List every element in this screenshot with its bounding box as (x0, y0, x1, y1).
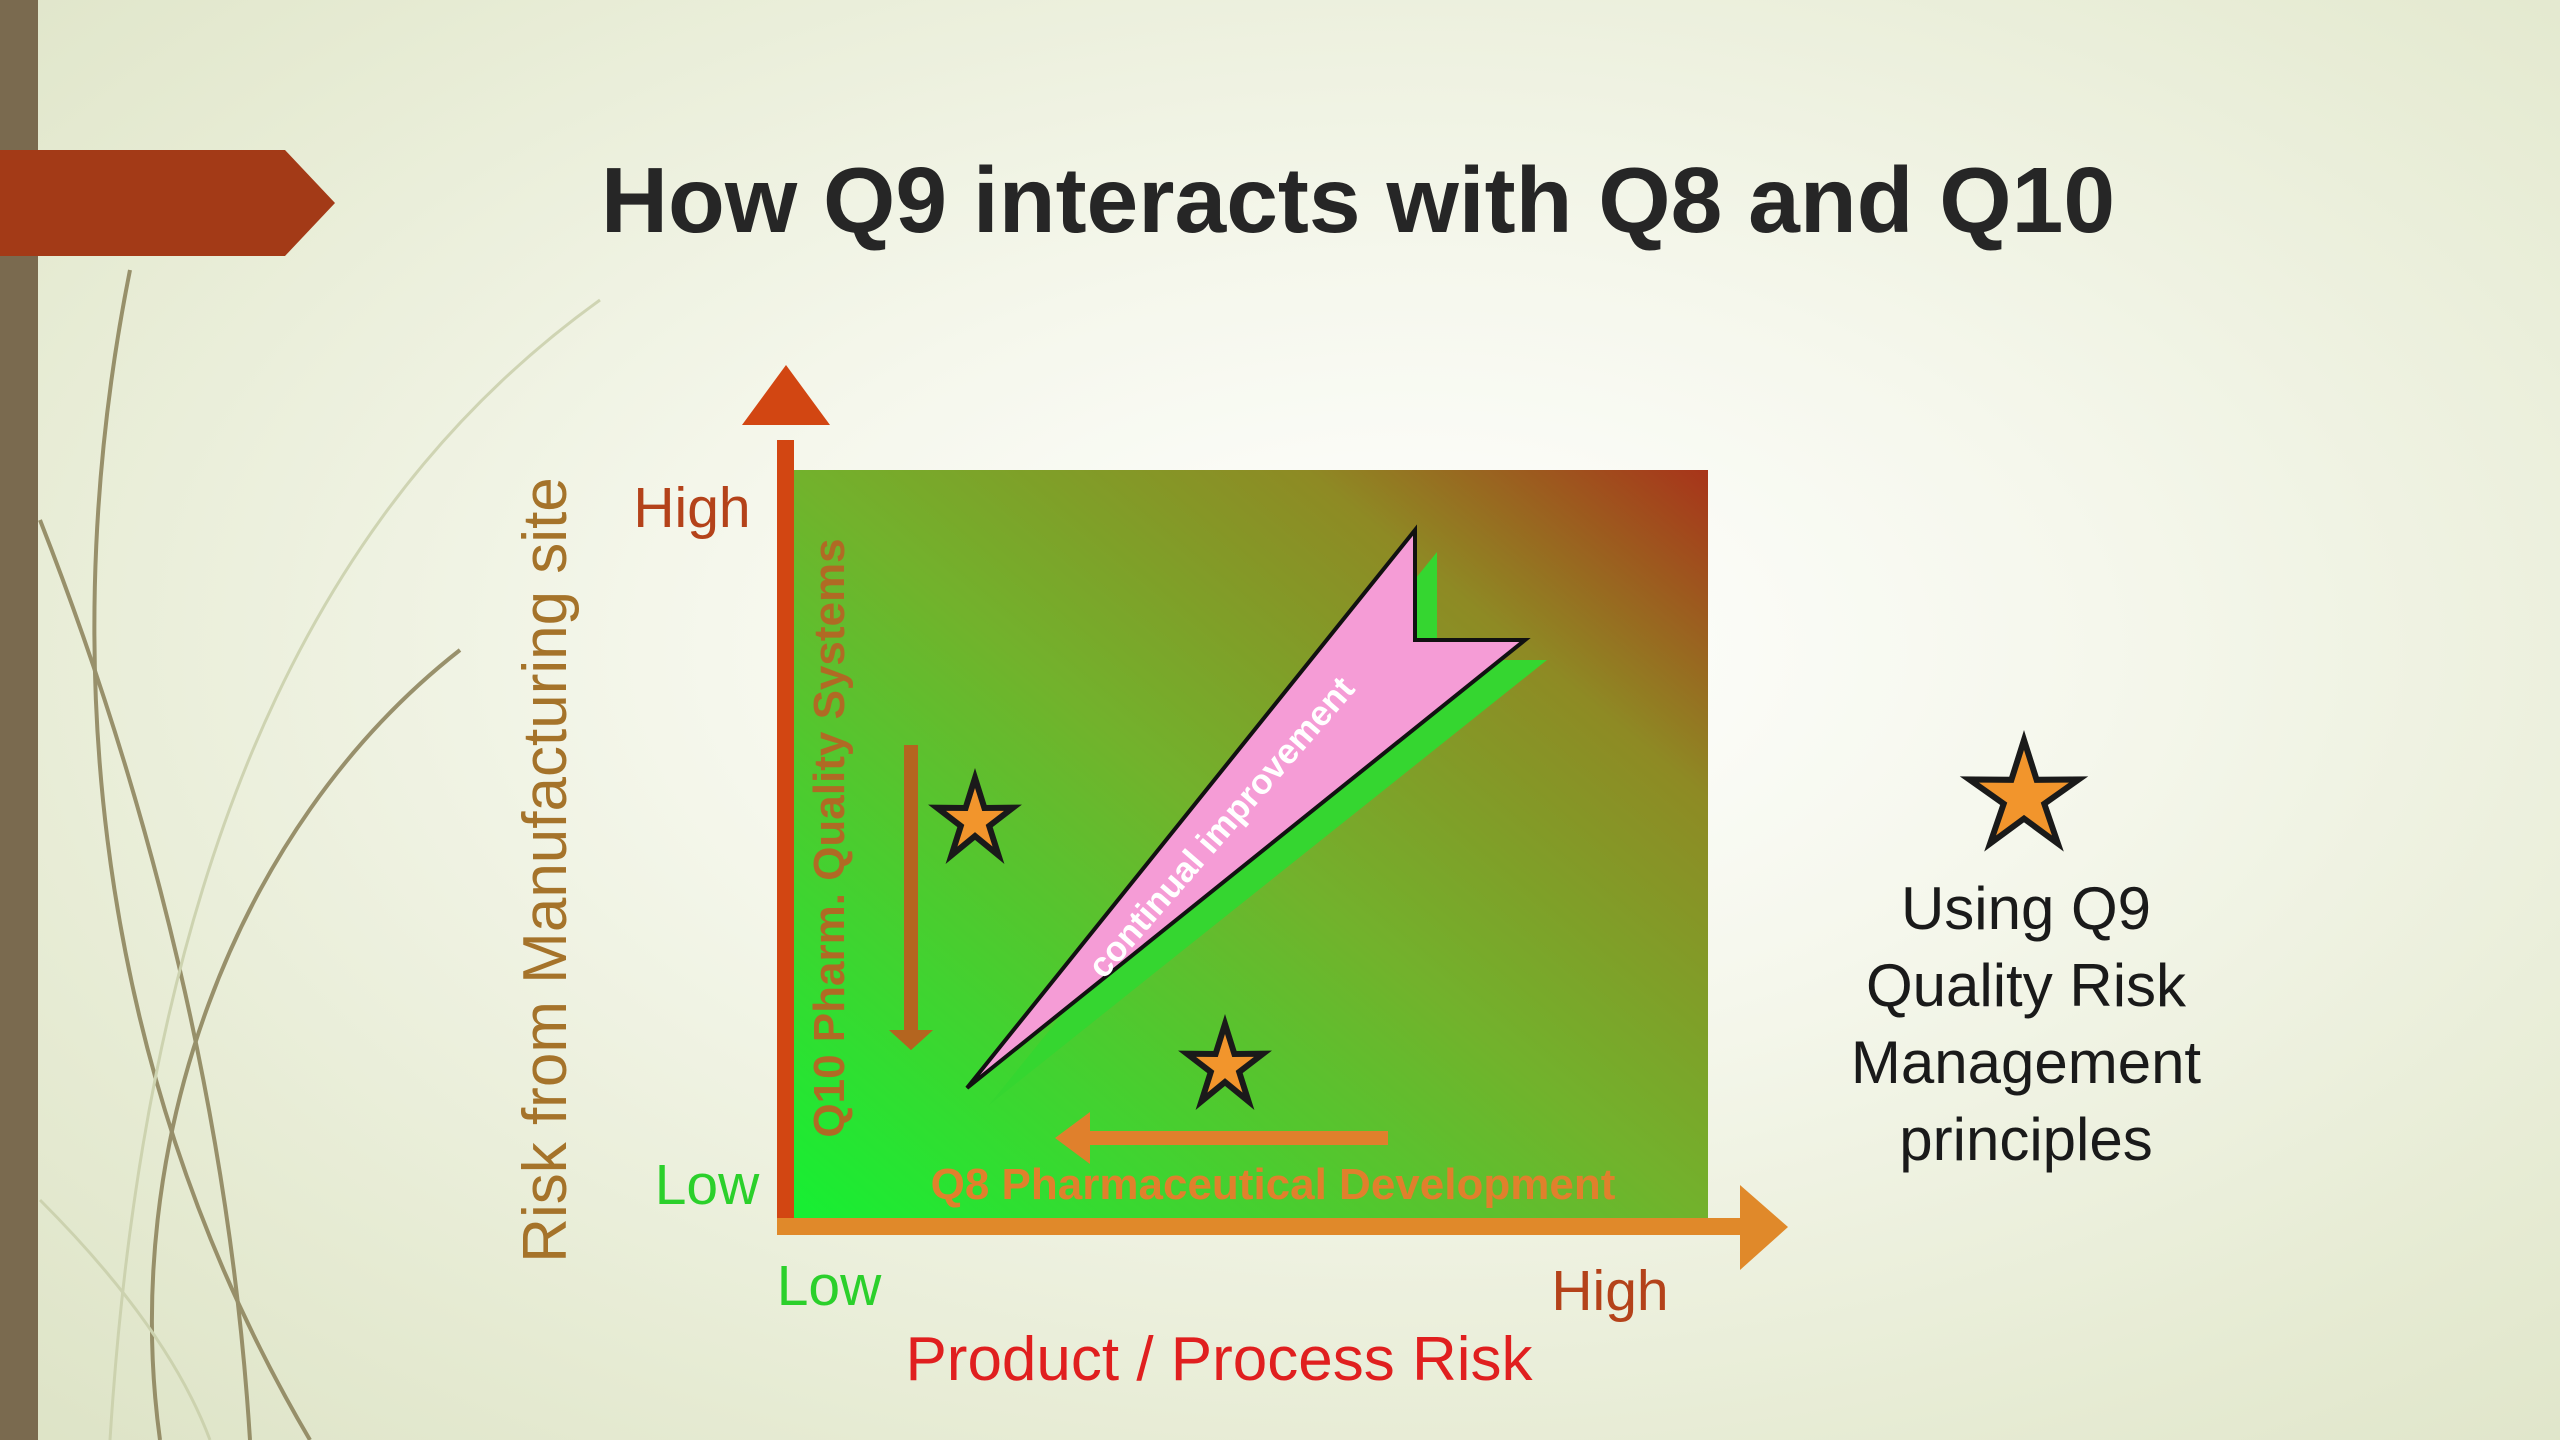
y-axis-low-label: Low (655, 1153, 760, 1217)
continual-improvement-arrow (965, 524, 1547, 1105)
star-icon-q8 (1178, 1013, 1272, 1111)
y-axis-high-label: High (633, 476, 750, 540)
legend-line-3: Management (1851, 1029, 2202, 1096)
decorative-curves (38, 269, 601, 1440)
q10-down-arrow (889, 745, 933, 1050)
title-accent-banner (0, 150, 335, 256)
x-axis-arrow (777, 1185, 1788, 1270)
y-axis-title: Risk from Manufacturing site (511, 477, 580, 1263)
x-axis-low-label: Low (777, 1254, 882, 1318)
x-axis-title: Product / Process Risk (905, 1325, 1533, 1394)
q8-left-arrow (1055, 1112, 1388, 1164)
star-icon-q10 (928, 767, 1022, 865)
legend-line-2: Quality Risk (1866, 952, 2187, 1019)
legend-line-1: Using Q9 (1901, 875, 2151, 942)
q8-label: Q8 Pharmaceutical Development (931, 1160, 1616, 1209)
q10-label: Q10 Pharm. Quality Systems (805, 538, 854, 1137)
legend-line-4: principles (1899, 1106, 2152, 1173)
slide-title: How Q9 interacts with Q8 and Q10 (601, 148, 2115, 252)
x-axis-high-label: High (1551, 1259, 1668, 1323)
star-icon-legend (1959, 730, 2089, 852)
y-axis-arrow (742, 365, 830, 1235)
legend: Using Q9 Quality Risk Management princip… (1851, 730, 2202, 1173)
